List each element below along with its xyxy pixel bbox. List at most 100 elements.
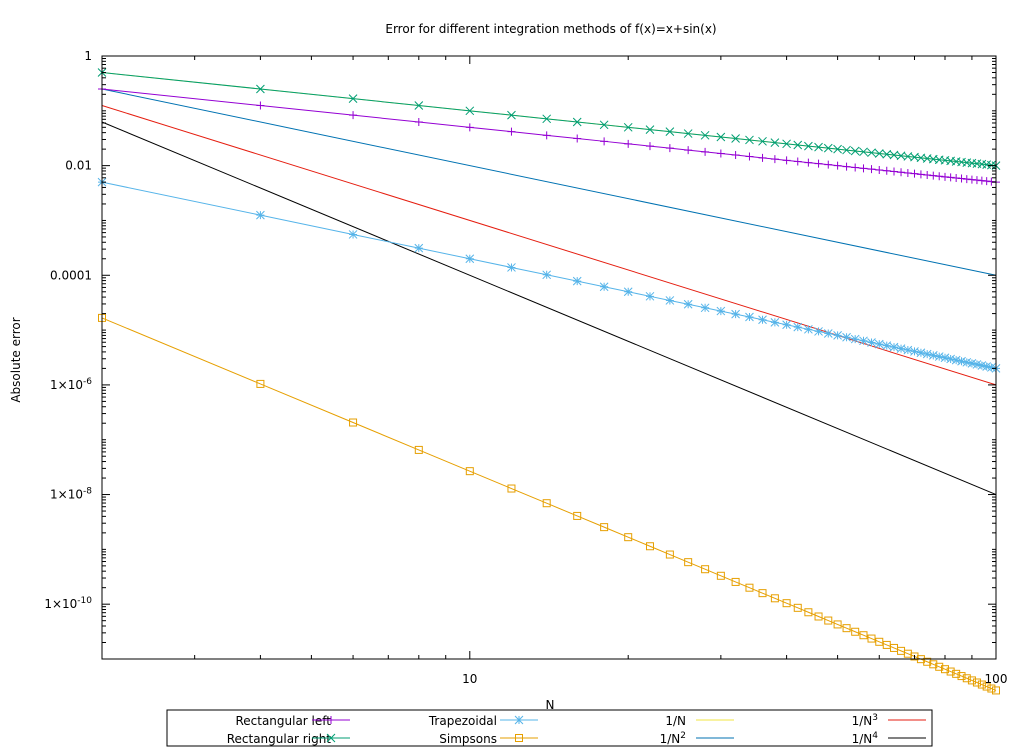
data-point (804, 324, 813, 334)
data-point (874, 339, 884, 349)
data-point (804, 141, 813, 151)
y-tick-label: 1×10-8 (50, 487, 92, 502)
data-point (624, 139, 633, 148)
series-simpsons (98, 313, 1000, 695)
y-tick-label: 1×10-6 (50, 377, 92, 392)
data-point (731, 151, 740, 160)
legend-label: 1/N4 (852, 731, 879, 746)
data-point (850, 146, 860, 156)
data-point (665, 296, 675, 305)
data-point (572, 117, 582, 127)
data-point (935, 172, 944, 181)
data-point (770, 317, 780, 327)
data-point (833, 161, 842, 170)
data-point (952, 669, 961, 678)
data-point (599, 282, 609, 292)
data-point (946, 173, 955, 182)
series-trapezoidal (97, 177, 1001, 373)
legend-marker (515, 734, 523, 742)
data-point (941, 172, 950, 181)
series-1-n4 (101, 121, 997, 496)
legend-label: Rectangular left (235, 714, 331, 728)
data-point (645, 142, 654, 151)
data-point (507, 110, 516, 120)
data-point (992, 686, 1000, 695)
data-point (256, 379, 265, 388)
chart-title: Error for different integration methods … (385, 22, 716, 36)
data-point (851, 163, 860, 172)
data-point (700, 130, 710, 140)
data-point (599, 120, 609, 130)
data-point (977, 680, 986, 689)
data-point (716, 571, 725, 580)
data-point (507, 127, 516, 136)
data-point (465, 467, 474, 476)
data-point (867, 634, 876, 643)
plot-frame (101, 55, 997, 660)
data-point (645, 125, 655, 134)
data-point (507, 263, 516, 272)
data-point (465, 106, 475, 116)
data-point (972, 360, 982, 369)
data-point (967, 175, 976, 184)
data-point (922, 349, 932, 359)
data-point (823, 143, 833, 153)
data-point (623, 287, 633, 297)
data-point (665, 550, 674, 559)
series-1-n2 (101, 88, 997, 276)
data-point (793, 140, 803, 150)
data-point (465, 123, 474, 132)
data-point (683, 299, 693, 309)
data-point (600, 137, 609, 146)
data-point (348, 94, 358, 104)
x-axis-label: N (546, 698, 555, 712)
data-point (842, 624, 851, 633)
data-point (256, 84, 265, 94)
data-point (600, 523, 609, 532)
data-point (916, 348, 926, 358)
data-point (758, 589, 767, 598)
data-point (941, 665, 950, 674)
data-point (842, 162, 851, 171)
data-point (573, 134, 582, 143)
legend-label: 1/N (665, 714, 686, 728)
data-point (814, 142, 823, 152)
data-point (874, 149, 884, 158)
x-tick-label: 100 (985, 672, 1008, 686)
data-point (684, 558, 693, 567)
data-point (889, 342, 899, 352)
data-point (623, 122, 633, 132)
data-point (256, 210, 265, 220)
x-tick-label: 10 (462, 672, 477, 686)
legend-label: 1/N3 (852, 713, 878, 728)
series-line (101, 72, 997, 167)
data-point (859, 336, 868, 346)
series-layer (97, 68, 1001, 695)
data-point (542, 131, 551, 140)
data-point (910, 347, 919, 356)
data-point (782, 320, 791, 330)
data-point (542, 270, 552, 280)
data-point (977, 361, 987, 370)
data-point (745, 152, 754, 161)
data-point (929, 171, 938, 180)
y-tick-label: 1×10-10 (44, 596, 92, 611)
data-point (745, 135, 754, 145)
data-point (716, 306, 726, 316)
series-line (101, 317, 997, 691)
data-point (782, 139, 791, 149)
data-point (572, 276, 582, 286)
data-point (793, 603, 802, 612)
data-point (934, 352, 944, 361)
data-point (507, 484, 516, 493)
data-point (348, 230, 358, 239)
data-point (962, 175, 971, 184)
data-point (940, 353, 950, 363)
data-point (946, 354, 956, 364)
data-point (967, 359, 977, 368)
data-point (782, 599, 791, 608)
data-point (916, 170, 925, 179)
data-point (977, 176, 986, 185)
data-point (987, 684, 996, 693)
data-point (804, 608, 813, 617)
